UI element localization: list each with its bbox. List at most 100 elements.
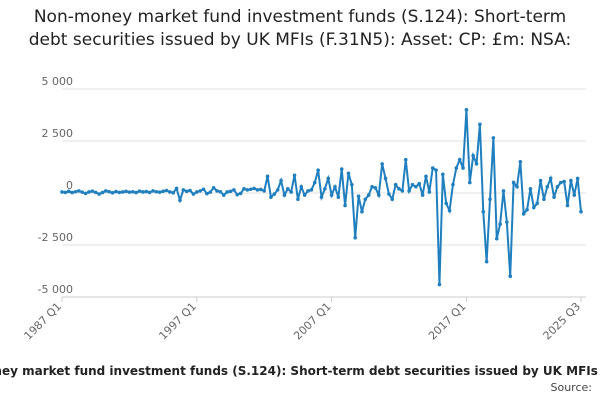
point — [124, 189, 128, 194]
point — [80, 190, 85, 194]
x-tick-label: 2025 Q3 — [541, 300, 584, 343]
point — [447, 208, 452, 213]
y-tick-label: -5 000 — [38, 283, 73, 296]
point — [289, 190, 293, 194]
point — [572, 193, 577, 197]
point — [63, 190, 68, 195]
point — [221, 193, 226, 197]
point — [262, 189, 267, 193]
point — [154, 189, 159, 194]
point — [184, 189, 189, 194]
point — [461, 166, 465, 170]
point — [565, 203, 570, 208]
point — [157, 190, 162, 194]
point — [515, 184, 519, 189]
point — [265, 174, 270, 179]
point — [299, 184, 304, 189]
point — [137, 189, 142, 193]
point — [191, 192, 196, 196]
point — [238, 191, 243, 196]
legend-label: Non-money market fund investment funds (… — [0, 364, 600, 378]
point — [134, 190, 138, 195]
point — [312, 180, 317, 185]
point — [518, 160, 523, 164]
point — [285, 187, 290, 191]
point — [373, 186, 378, 190]
point — [309, 188, 314, 192]
point — [282, 193, 287, 197]
point — [316, 168, 320, 172]
point — [393, 182, 398, 187]
point — [535, 201, 539, 206]
point — [164, 188, 169, 193]
point — [218, 189, 223, 194]
point — [397, 187, 401, 191]
point — [558, 180, 563, 185]
point — [441, 172, 445, 177]
point — [501, 189, 506, 193]
point — [474, 162, 479, 166]
point — [528, 187, 533, 191]
point — [178, 198, 182, 203]
point — [228, 189, 233, 194]
point — [437, 282, 442, 287]
point — [383, 176, 388, 181]
point — [417, 181, 422, 186]
point — [255, 188, 260, 192]
point — [171, 190, 176, 195]
y-tick-label: 0 — [66, 179, 73, 192]
point — [360, 209, 364, 214]
point — [242, 187, 246, 191]
point — [147, 190, 152, 195]
point — [130, 189, 135, 194]
point — [511, 180, 516, 185]
point — [100, 190, 105, 195]
point — [491, 136, 496, 140]
point — [390, 197, 395, 202]
point — [225, 190, 229, 194]
point — [235, 192, 240, 197]
point — [427, 190, 432, 194]
point — [232, 188, 236, 192]
point — [114, 189, 118, 194]
point — [77, 189, 81, 193]
point — [552, 195, 556, 199]
y-tick-label: 5 000 — [42, 75, 74, 88]
point — [410, 182, 415, 187]
point — [478, 122, 482, 127]
point — [188, 188, 192, 193]
point — [505, 220, 509, 224]
point — [420, 193, 425, 197]
x-tick-label: 2017 Q1 — [426, 300, 469, 343]
y-tick-label: 2 500 — [42, 127, 74, 140]
point — [498, 222, 502, 226]
point — [151, 189, 155, 193]
point — [181, 188, 186, 192]
point — [259, 187, 263, 192]
point — [430, 166, 435, 170]
point — [323, 187, 327, 191]
point — [424, 174, 428, 179]
point — [545, 184, 550, 189]
point — [488, 197, 492, 202]
point — [434, 168, 438, 172]
point — [562, 179, 566, 184]
point — [306, 189, 310, 193]
point — [302, 193, 307, 197]
point — [97, 192, 101, 196]
point — [387, 192, 391, 196]
point — [494, 236, 499, 241]
point — [93, 190, 98, 195]
point — [464, 108, 469, 112]
point — [120, 190, 125, 194]
point — [339, 167, 344, 171]
chart-title: Non-money market fund investment funds (… — [28, 7, 572, 50]
point — [60, 190, 64, 194]
point — [104, 189, 108, 193]
point — [467, 180, 472, 185]
point — [211, 186, 216, 190]
point — [144, 189, 149, 194]
point — [407, 189, 411, 193]
point — [542, 197, 546, 202]
point — [481, 209, 486, 214]
